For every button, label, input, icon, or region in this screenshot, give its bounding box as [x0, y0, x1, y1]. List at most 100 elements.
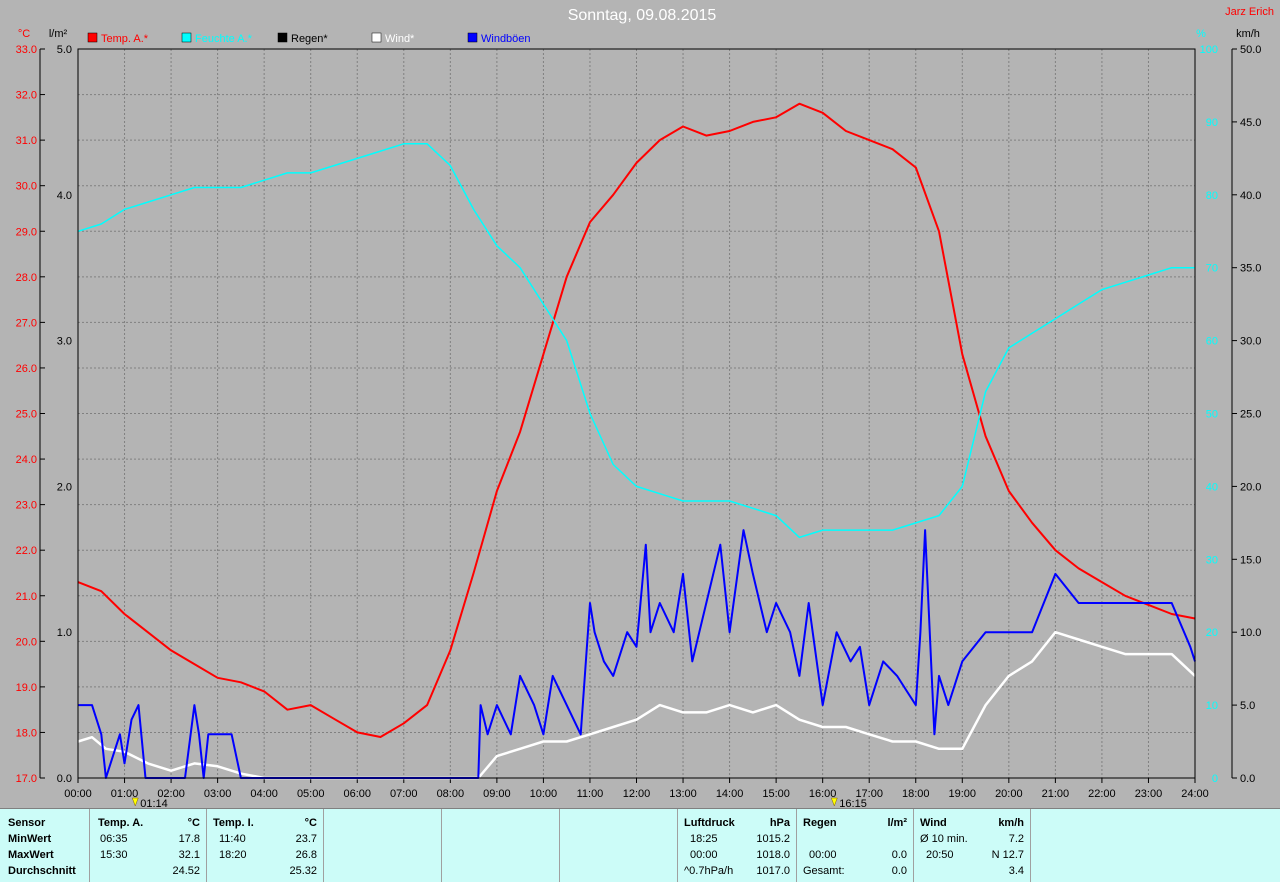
series-temp-line [77, 102, 1196, 738]
series-wind-line [78, 529, 1196, 779]
marker-label: 16:15 [839, 798, 867, 808]
series-wind-line [77, 630, 1196, 780]
temp-i-min-value: 23.7 [295, 833, 317, 845]
x-tick-label: 12:00 [623, 788, 651, 800]
x-tick-label: 15:00 [762, 788, 790, 800]
wind-tick-label: 5.0 [1240, 700, 1255, 712]
col-sensor: Sensor MinWert MaxWert Durchschnitt [0, 809, 88, 882]
temp-i-min-time: 11:40 [219, 833, 246, 845]
row-avg-label: Durchschnitt [8, 865, 76, 877]
temp-i-max-time: 18:20 [219, 849, 247, 861]
pressure-header: Luftdruck [684, 817, 735, 829]
wind-tick-label: 40.0 [1240, 190, 1261, 202]
wind-tick-label: 0.0 [1240, 773, 1255, 785]
hum-unit: % [1196, 28, 1206, 40]
wind-tick-label: 10.0 [1240, 627, 1261, 639]
temp-a-unit: °C [187, 817, 200, 829]
x-tick-label: 14:00 [716, 788, 744, 800]
row-max-label: MaxWert [8, 849, 54, 861]
wind-avg-label: Ø 10 min. [920, 833, 968, 845]
pressure-min-value: 1015.2 [756, 833, 790, 845]
stats-table: Sensor MinWert MaxWert Durchschnitt Temp… [0, 808, 1280, 882]
x-tick-label: 06:00 [343, 788, 371, 800]
temp-tick-label: 26.0 [16, 363, 37, 375]
row-min-label: MinWert [8, 833, 52, 845]
hum-tick-label: 30 [1206, 554, 1218, 566]
x-tick-label: 02:00 [157, 788, 185, 800]
col-wind: Wind km/h Ø 10 min. 7.2 20:50 N 12.7 3.4 [913, 809, 1030, 882]
hum-tick-label: 90 [1206, 117, 1218, 129]
legend-swatch [181, 32, 192, 43]
x-tick-label: 07:00 [390, 788, 418, 800]
col-empty-3 [559, 809, 677, 882]
sensor-header: Sensor [8, 817, 46, 829]
legend-label: Temp. A.* [101, 33, 149, 45]
rain-max-value: 0.0 [891, 849, 907, 861]
hum-tick-label: 80 [1206, 190, 1218, 202]
x-tick-label: 24:00 [1181, 788, 1209, 800]
wind-day-avg-value: 3.4 [1008, 865, 1024, 877]
x-tick-label: 13:00 [669, 788, 697, 800]
series-hum-line [77, 143, 1195, 539]
wind-header: Wind [920, 817, 947, 829]
x-tick-label: 18:00 [902, 788, 930, 800]
x-tick-label: 01:00 [111, 788, 139, 800]
rain-total-label: Gesamt: [803, 865, 845, 877]
x-tick-label: 08:00 [437, 788, 465, 800]
hum-tick-label: 60 [1206, 336, 1218, 348]
rain-total-value: 0.0 [891, 865, 907, 877]
temp-tick-label: 33.0 [16, 44, 37, 56]
temp-tick-label: 28.0 [16, 272, 37, 284]
marker-arrow [131, 797, 139, 807]
col-pressure: Luftdruck hPa 18:25 1015.2 00:00 1018.0 … [677, 809, 796, 882]
x-tick-label: 19:00 [949, 788, 977, 800]
wind-unit-label: km/h [998, 817, 1024, 829]
x-tick-label: 21:00 [1042, 788, 1070, 800]
wind-tick-label: 35.0 [1240, 263, 1261, 275]
pressure-max-value: 1018.0 [756, 849, 790, 861]
rain-unit: l/m² [887, 817, 907, 829]
wind-tick-label: 25.0 [1240, 409, 1261, 421]
hum-tick-label: 40 [1206, 481, 1218, 493]
col-temp-a: Temp. A. °C 06:35 17.8 15:30 32.1 24.52 [89, 809, 206, 882]
temp-unit: °C [18, 28, 30, 40]
legend-label: Wind* [385, 33, 415, 45]
temp-tick-label: 30.0 [16, 181, 37, 193]
rain-unit: l/m² [49, 28, 68, 40]
marker-arrow [830, 797, 838, 807]
temp-i-unit: °C [304, 817, 317, 829]
temp-i-max-value: 26.8 [295, 849, 317, 861]
col-empty-1 [323, 809, 441, 882]
x-tick-label: 05:00 [297, 788, 325, 800]
rain-tick-label: 5.0 [57, 44, 72, 56]
wind-max-value: N 12.7 [991, 849, 1024, 861]
temp-i-header: Temp. I. [213, 817, 254, 829]
temp-tick-label: 17.0 [16, 773, 37, 785]
temp-tick-label: 18.0 [16, 727, 37, 739]
temp-tick-label: 22.0 [16, 545, 37, 557]
hum-tick-label: 70 [1206, 263, 1218, 275]
rain-tick-label: 3.0 [57, 336, 72, 348]
temp-a-max-time: 15:30 [100, 849, 128, 861]
temp-tick-label: 20.0 [16, 636, 37, 648]
temp-a-min-time: 06:35 [100, 833, 128, 845]
temp-tick-label: 27.0 [16, 317, 37, 329]
temp-tick-label: 25.0 [16, 409, 37, 421]
x-tick-label: 10:00 [530, 788, 558, 800]
x-tick-label: 17:00 [855, 788, 883, 800]
legend-label: Windböen [481, 33, 531, 45]
rain-tick-label: 2.0 [57, 481, 72, 493]
rain-max-time: 00:00 [809, 849, 837, 861]
marker-label: 01:14 [140, 798, 168, 808]
x-tick-label: 03:00 [204, 788, 232, 800]
legend-swatch [277, 32, 288, 43]
wind-avg-value: 7.2 [1008, 833, 1024, 845]
wind-tick-label: 20.0 [1240, 481, 1261, 493]
temp-a-header: Temp. A. [98, 817, 144, 829]
wind-tick-label: 45.0 [1240, 117, 1261, 129]
hum-tick-label: 50 [1206, 409, 1218, 421]
col-rain: Regen l/m² 00:00 0.0 Gesamt: 0.0 [796, 809, 913, 882]
hum-tick-label: 20 [1206, 627, 1218, 639]
temp-tick-label: 32.0 [16, 90, 37, 102]
hum-tick-label: 10 [1206, 700, 1218, 712]
